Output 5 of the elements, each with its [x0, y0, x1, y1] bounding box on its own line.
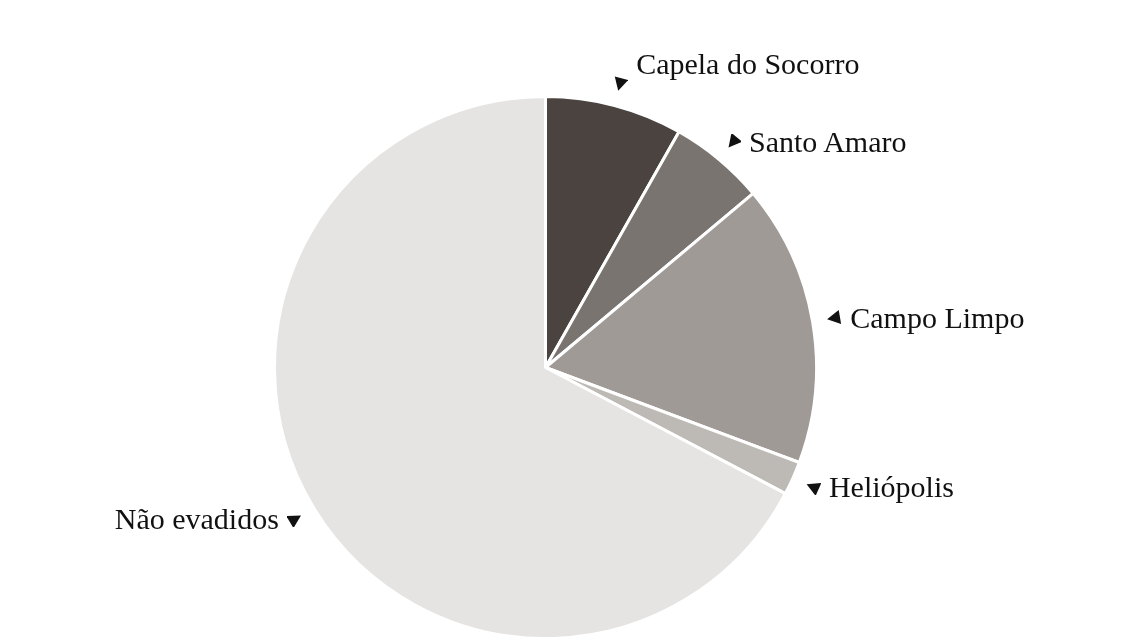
- slice-label: Capela do Socorro: [636, 47, 860, 81]
- slice-label: Heliópolis: [828, 470, 954, 504]
- slice-label: Não evadidos: [114, 502, 279, 536]
- slice-label: Campo Limpo: [850, 301, 1025, 335]
- slice-label: Santo Amaro: [748, 125, 907, 159]
